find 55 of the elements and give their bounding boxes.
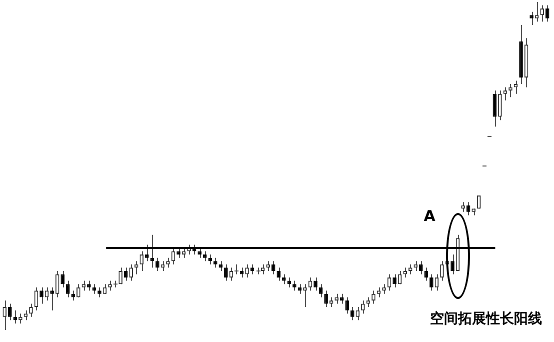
candlestick [350, 306, 354, 321]
annotation: 空间拓展性长阳线 [430, 310, 542, 328]
candlestick [314, 277, 318, 292]
candlestick [534, 2, 539, 22]
candlestick [271, 260, 276, 275]
candlestick [392, 274, 396, 288]
candlestick [340, 293, 344, 304]
candlestick [476, 195, 481, 210]
candlestick [361, 300, 365, 314]
candlestick [498, 90, 502, 121]
candlestick [129, 264, 133, 282]
candlestick [224, 264, 228, 282]
candlestick [366, 296, 370, 308]
candlestick [276, 267, 281, 282]
candlestick [530, 11, 534, 26]
candlestick [372, 290, 376, 304]
candlestick [234, 264, 239, 275]
candlestick [545, 4, 550, 22]
candlestick [76, 284, 80, 298]
candlestick [430, 274, 434, 292]
candlestick [282, 274, 286, 285]
candlestick [419, 260, 423, 275]
candlestick [450, 254, 454, 275]
candlestick [166, 257, 170, 268]
candlestick [8, 303, 12, 321]
candlestick [98, 286, 102, 298]
candlestick [324, 290, 328, 308]
candlestick [60, 270, 64, 288]
candlestick [292, 280, 296, 292]
candlestick [503, 86, 508, 101]
candlestick [345, 296, 350, 314]
candlestick [29, 303, 33, 318]
candlestick [540, 4, 544, 22]
candlestick [202, 250, 207, 262]
candlestick [408, 264, 412, 275]
candlestick [24, 310, 28, 321]
candlestick [82, 280, 86, 292]
candlestick [66, 280, 70, 298]
candlestick [40, 286, 44, 304]
candlestick [140, 250, 144, 272]
candlestick [260, 264, 265, 275]
candlestick [334, 293, 338, 304]
annotation: A [424, 206, 436, 225]
candlestick [440, 260, 444, 282]
candlestick [108, 280, 112, 292]
candlestick [156, 257, 160, 272]
candlestick [250, 264, 254, 275]
candlestick [50, 286, 54, 311]
candlestick [214, 257, 218, 268]
candlestick [245, 264, 249, 278]
candlestick [376, 286, 381, 298]
candlestick [87, 280, 91, 292]
candlestick [514, 80, 518, 94]
candlestick [329, 296, 334, 308]
candlestick [2, 300, 7, 330]
